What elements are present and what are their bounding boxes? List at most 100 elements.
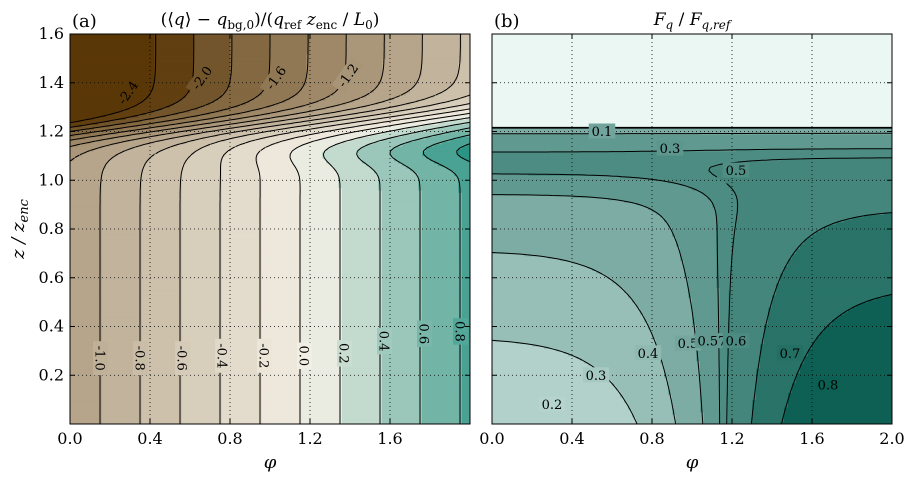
contour-cell bbox=[174, 129, 179, 133]
contour-cell bbox=[178, 43, 183, 47]
contour-cell bbox=[122, 304, 127, 308]
contour-cell bbox=[118, 85, 123, 89]
contour-cell bbox=[146, 336, 151, 340]
contour-cell bbox=[154, 131, 159, 135]
contour-cell bbox=[150, 146, 155, 150]
contour-cell bbox=[86, 292, 91, 296]
contour-cell bbox=[94, 297, 99, 301]
contour-cell bbox=[126, 46, 131, 50]
contour-cell bbox=[102, 268, 107, 272]
contour-cell bbox=[106, 153, 111, 157]
contour-cell bbox=[70, 38, 75, 42]
contour-cell bbox=[78, 397, 83, 401]
contour-cell bbox=[154, 202, 159, 206]
contour-cell bbox=[86, 328, 91, 332]
contour-cell bbox=[94, 287, 99, 291]
contour-cell bbox=[178, 136, 183, 140]
contour-cell bbox=[122, 348, 127, 352]
contour-cell bbox=[146, 133, 151, 137]
contour-cell bbox=[126, 375, 131, 379]
contour-cell bbox=[102, 126, 107, 130]
contour-cell bbox=[158, 55, 163, 59]
contour-cell bbox=[122, 224, 127, 228]
contour-cell bbox=[74, 282, 79, 286]
contour-cell bbox=[158, 216, 163, 220]
contour-cell bbox=[78, 148, 83, 152]
contour-cell bbox=[122, 350, 127, 354]
contour-cell bbox=[146, 309, 151, 313]
contour-cell bbox=[182, 160, 187, 164]
contour-cell bbox=[174, 333, 179, 337]
contour-cell bbox=[78, 114, 83, 118]
contour-cell bbox=[158, 389, 163, 393]
contour-cell bbox=[126, 338, 131, 342]
contour-cell bbox=[170, 411, 175, 415]
contour-cell bbox=[114, 233, 119, 237]
contour-cell bbox=[142, 158, 147, 162]
contour-cell bbox=[78, 292, 83, 296]
contour-cell bbox=[130, 202, 135, 206]
contour-cell bbox=[142, 336, 147, 340]
contour-cell bbox=[158, 331, 163, 335]
contour-cell bbox=[122, 411, 127, 415]
contour-cell bbox=[106, 229, 111, 233]
contour-cell bbox=[146, 180, 151, 184]
contour-cell bbox=[110, 311, 115, 315]
contour-cell bbox=[186, 107, 191, 111]
contour-cell bbox=[98, 51, 103, 55]
contour-cell bbox=[90, 250, 95, 254]
contour-cell bbox=[142, 399, 147, 403]
contour-cell bbox=[118, 409, 123, 413]
contour-cell bbox=[162, 60, 167, 64]
contour-cell bbox=[182, 70, 187, 74]
contour-cell bbox=[70, 333, 75, 337]
contour-cell bbox=[90, 292, 95, 296]
contour-cell bbox=[154, 314, 159, 318]
contour-cell bbox=[150, 338, 155, 342]
contour-cell bbox=[118, 311, 123, 315]
contour-cell bbox=[110, 282, 115, 286]
contour-cell bbox=[162, 331, 167, 335]
contour-cell bbox=[94, 338, 99, 342]
contour-cell bbox=[182, 268, 187, 272]
contour-cell bbox=[146, 226, 151, 230]
contour-cell bbox=[130, 207, 135, 211]
contour-cell bbox=[74, 241, 79, 245]
contour-cell bbox=[110, 204, 115, 208]
contour-cell bbox=[146, 148, 151, 152]
contour-cell bbox=[166, 141, 171, 145]
contour-cell bbox=[114, 243, 119, 247]
contour-cell bbox=[162, 99, 167, 103]
contour-cell bbox=[74, 109, 79, 113]
contour-cell bbox=[86, 409, 91, 413]
contour-cell bbox=[82, 202, 87, 206]
contour-cell bbox=[86, 216, 91, 220]
contour-cell bbox=[142, 292, 147, 296]
contour-cell bbox=[146, 99, 151, 103]
contour-cell bbox=[182, 197, 187, 201]
contour-cell bbox=[102, 109, 107, 113]
contour-cell bbox=[190, 192, 195, 196]
contour-cell bbox=[170, 341, 175, 345]
contour-cell bbox=[150, 182, 155, 186]
contour-cell bbox=[154, 360, 159, 364]
contour-cell bbox=[90, 238, 95, 242]
contour-cell bbox=[122, 63, 127, 67]
contour-cell bbox=[134, 243, 139, 247]
contour-cell bbox=[162, 226, 167, 230]
contour-cell bbox=[162, 199, 167, 203]
contour-cell bbox=[142, 326, 147, 330]
contour-cell bbox=[94, 102, 99, 106]
contour-cell bbox=[106, 185, 111, 189]
contour-cell bbox=[162, 348, 167, 352]
contour-cell bbox=[170, 46, 175, 50]
contour-cell bbox=[102, 380, 107, 384]
contour-cell bbox=[118, 148, 123, 152]
contour-cell bbox=[142, 406, 147, 410]
contour-cell bbox=[154, 285, 159, 289]
contour-cell bbox=[78, 109, 83, 113]
contour-cell bbox=[82, 63, 87, 67]
contour-cell bbox=[182, 48, 187, 52]
contour-cell bbox=[90, 211, 95, 215]
contour-cell bbox=[190, 285, 195, 289]
